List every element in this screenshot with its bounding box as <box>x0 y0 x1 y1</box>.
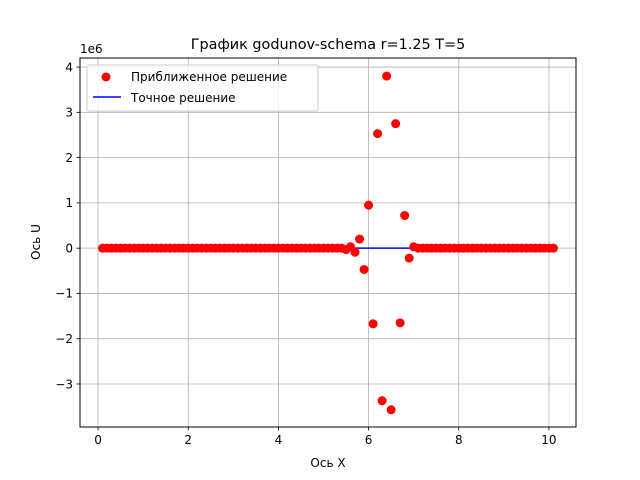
y-tick-label: −3 <box>55 377 73 391</box>
chart-title: График godunov-schema r=1.25 T=5 <box>191 37 465 53</box>
approx-solution-point <box>548 243 558 253</box>
approx-solution-point <box>373 129 383 139</box>
approx-solution-point <box>359 264 369 274</box>
y-axis-label: Ось U <box>29 224 43 260</box>
approx-solution-point <box>364 200 374 210</box>
legend: Приближенное решение Точное решение <box>86 64 319 112</box>
approx-solution-point <box>368 319 378 329</box>
approx-solution-point <box>377 396 387 406</box>
y-tick-label: 0 <box>65 241 73 255</box>
approx-solution-point <box>404 253 414 263</box>
approx-solution-point <box>386 405 396 415</box>
approx-solution-point <box>391 119 401 129</box>
y-tick-label: 4 <box>65 60 73 74</box>
y-tick-label: 1 <box>65 196 73 210</box>
approx-solution-layer <box>98 71 558 415</box>
x-tick-label: 2 <box>184 433 192 447</box>
plot-area-frame <box>79 57 577 428</box>
legend-label-exact: Точное решение <box>130 91 236 105</box>
approx-solution-point <box>382 71 392 81</box>
x-tick-label: 6 <box>365 433 373 447</box>
legend-marker-approx <box>101 72 111 82</box>
legend-frame <box>86 64 319 112</box>
y-tick-label: 3 <box>65 106 73 120</box>
y-tick-label: −1 <box>55 287 73 301</box>
x-axis-ticks: 0 2 4 6 8 10 <box>94 427 557 447</box>
x-axis-label: Ось X <box>310 456 345 470</box>
approx-solution-point <box>400 211 410 221</box>
x-tick-label: 0 <box>94 433 102 447</box>
x-tick-label: 8 <box>455 433 463 447</box>
approx-solution-point <box>350 247 360 257</box>
approx-solution-point <box>395 318 405 328</box>
approx-solution-point <box>355 234 365 244</box>
y-scale-offset-label: 1e6 <box>80 42 103 56</box>
legend-label-approx: Приближенное решение <box>131 70 287 84</box>
y-tick-label: −2 <box>55 332 73 346</box>
x-tick-label: 4 <box>275 433 283 447</box>
y-axis-ticks: −3 −2 −1 0 1 2 3 4 <box>55 60 80 391</box>
x-tick-label: 10 <box>541 433 556 447</box>
y-tick-label: 2 <box>65 151 73 165</box>
